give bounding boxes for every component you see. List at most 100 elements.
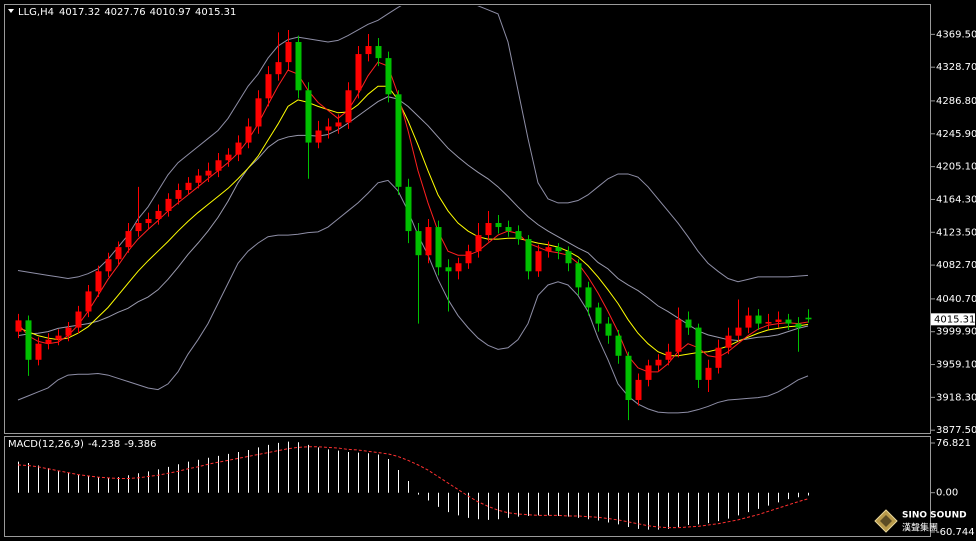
candle-body [585,287,592,308]
candle-body [255,98,262,127]
macd-value: -4.238 [88,439,120,450]
candle-body [665,351,672,360]
y-tick-label: 4328.70 [936,62,976,73]
candle-body [655,359,662,366]
candle-body [55,335,62,340]
candle-body [775,319,782,322]
candle-body [525,239,532,272]
candle-body [235,142,242,155]
candle-body [605,323,612,336]
main-frame [4,4,931,434]
menu-arrow [8,9,14,13]
y-tick-label: 4205.10 [936,162,976,173]
high-value: 4027.76 [104,7,145,18]
candle-body [505,227,512,232]
candle-body [465,251,472,264]
candle-body [375,46,382,59]
candle-body [145,219,152,224]
indicator-line [17,61,809,373]
candle-body [15,320,22,332]
low-value: 4010.97 [150,7,191,18]
candle-body [645,365,652,380]
candle-body [185,182,192,191]
candle-body [445,267,452,272]
indicator-line [17,179,809,414]
candle-body [785,319,792,324]
candle-body [75,311,82,328]
candle-body [155,210,162,219]
signal-line [17,446,809,529]
candle-body [495,223,502,228]
candle-body [285,42,292,63]
y-tick-label: 76.821 [936,438,971,449]
candle-body [475,235,482,252]
candle-body [305,90,312,143]
candle-body [415,231,422,256]
candle-body [35,343,42,360]
candle-body [365,46,372,55]
candle-body [675,319,682,352]
candle-body [95,271,102,292]
candle-body [125,231,132,248]
candle-body [485,223,492,236]
candle-body [345,90,352,123]
signal-value: -9.386 [124,439,156,450]
candle-body [635,379,642,401]
candle-body [115,247,122,260]
candle-body [725,335,732,348]
y-tick-label: 0.00 [936,488,958,499]
candle-body [625,355,632,401]
candle-body [45,339,52,344]
macd-frame [4,436,931,537]
candle-body [565,251,572,264]
candle-body [195,175,202,183]
candle-body [205,170,212,176]
y-tick-label: -60.744 [936,527,975,538]
open-value: 4017.32 [59,7,100,18]
candle-body [705,367,712,380]
candle-body [455,263,462,272]
indicator-line [17,6,809,283]
y-tick-label: 4123.50 [936,227,976,238]
y-tick-label: 3918.30 [936,392,976,403]
symbol: LLG,H4 [18,7,54,18]
candle-body [225,154,232,161]
price-axis: 4369.50 4328.70 4286.80 4245.90 4205.10 4164.… [931,29,976,538]
candle-body [85,291,92,312]
macd-plot [17,441,809,530]
candle-body [265,74,272,99]
price-box [931,313,975,326]
candle-body [515,231,522,240]
logo-inner [880,515,892,527]
candle-body [105,259,112,272]
y-tick-label: 4245.90 [936,129,976,140]
candle-body [25,320,32,360]
candle-body [325,126,332,131]
candle-body [545,247,552,252]
indicator-line [17,85,809,357]
candle-body [745,315,752,328]
y-tick-label: 4369.50 [936,29,976,40]
candle-body [615,335,622,356]
chart-header: LLG,H4 4017.32 4027.76 4010.97 4015.31 [18,7,236,18]
y-tick-label: 4082.70 [936,260,976,271]
candle-body [555,247,562,252]
candle-body [215,160,222,171]
candle-body [355,54,362,91]
candle-body [715,347,722,368]
candle-body [315,130,322,143]
y-tick-label: 4040.70 [936,294,976,305]
y-tick-label: 4164.30 [936,194,976,205]
candle-body [405,186,412,232]
candle-body [695,327,702,380]
candle-body [175,190,182,199]
macd-title: MACD(12,26,9) [8,439,84,450]
candle-body [755,315,762,324]
candle-body [395,94,402,187]
candle-body [275,62,282,75]
candle-body [535,251,542,272]
candle-body [795,323,802,328]
